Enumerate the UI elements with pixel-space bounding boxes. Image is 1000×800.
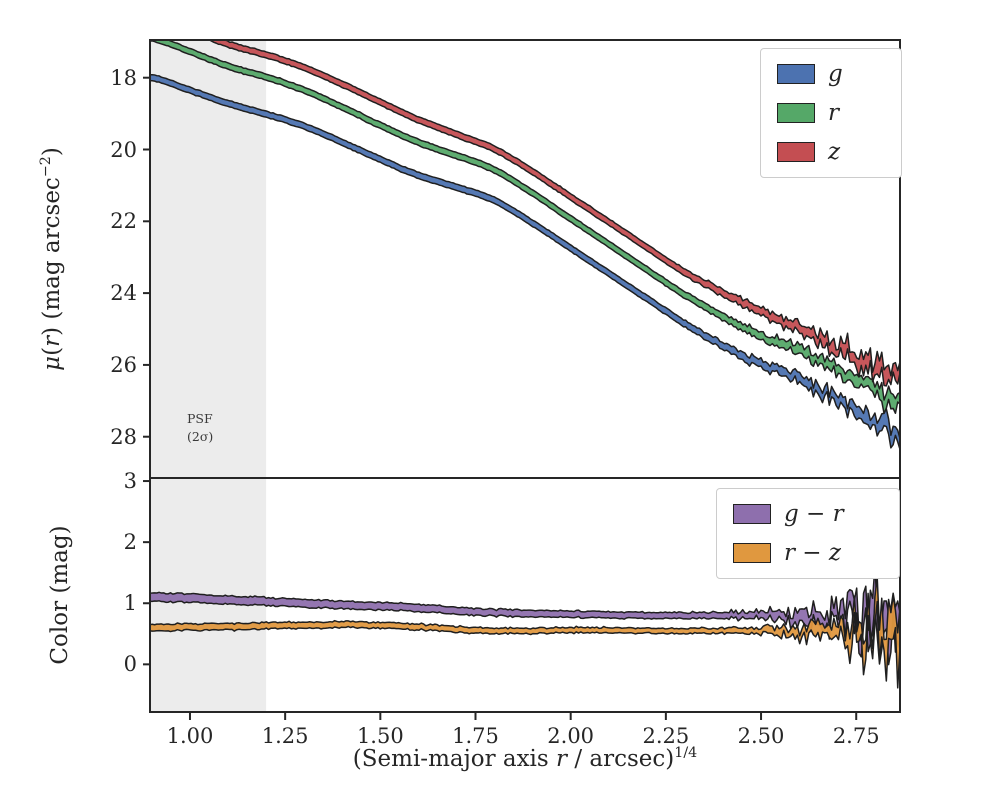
y-tick-label-24: 24 [110,281,137,306]
legend-item-g-minus-r: g − r [733,501,883,527]
x-tick-label-2.25: 2.25 [642,724,690,748]
legend-item-g: g [777,61,885,87]
legend-item-r: r [777,100,885,126]
x-tick-label-2.50: 2.50 [737,724,785,748]
exponent: 1/4 [674,745,698,762]
x-tick-label-1.00: 1.00 [166,724,214,748]
legend-label-g-minus-r: g − r [784,501,844,527]
legend-label-z: z [828,139,841,165]
y-tick-label-18: 18 [110,65,137,90]
y-axis-label-top: μ(r) (mag arcsec−2) [38,147,65,371]
legend-swatch-g-minus-r [733,504,771,524]
legend-item-z: z [777,139,885,165]
x-tick-label-1.25: 1.25 [261,724,309,748]
legend-top-panel: g r z [760,48,902,178]
psf-region-label: PSF (2σ) [187,411,214,444]
y-tick-label-28: 28 [110,424,137,449]
x-tick-label-2.75: 2.75 [832,724,880,748]
legend-swatch-r [777,103,815,123]
y-tick-label-2: 2 [123,530,137,555]
x-tick-label-1.50: 1.50 [356,724,404,748]
legend-label-r: r [828,100,839,126]
y-tick-label-26: 26 [110,352,137,377]
legend-bottom-panel: g − r r − z [716,488,900,579]
legend-swatch-z [777,142,815,162]
exponent: −2 [38,156,55,178]
x-tick-label-1.75: 1.75 [452,724,499,748]
x-axis-label: (Semi-major axis r / arcsec)1/4 [352,745,698,772]
y-axis-label-bottom: Color (mag) [47,525,73,665]
y-tick-label-1: 1 [123,591,137,616]
x-tick-label-2.00: 2.00 [547,724,595,748]
y-tick-label-3: 3 [123,469,137,494]
legend-item-r-minus-z: r − z [733,540,883,566]
legend-swatch-g [777,64,815,84]
mu-symbol: μ [39,355,65,371]
legend-label-r-minus-z: r − z [784,540,842,566]
y-tick-label-20: 20 [110,137,137,162]
y-tick-label-0: 0 [123,652,137,677]
legend-label-g: g [828,61,843,87]
legend-swatch-r-minus-z [733,543,771,563]
y-tick-label-22: 22 [110,209,137,234]
